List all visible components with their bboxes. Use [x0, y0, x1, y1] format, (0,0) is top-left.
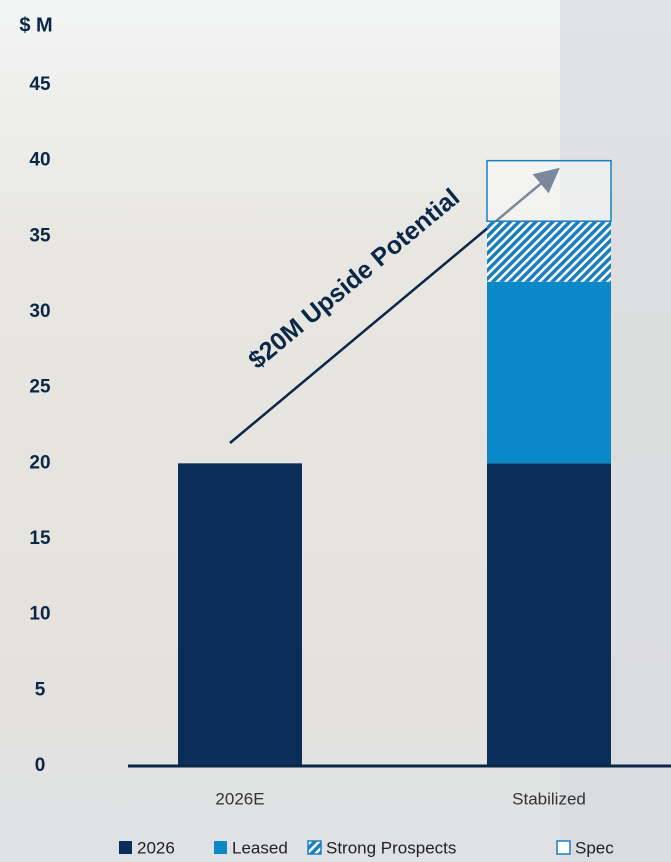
legend-label: Spec [575, 838, 614, 857]
x-tick-label: Stabilized [512, 789, 586, 808]
y-tick-label: 40 [29, 150, 50, 171]
y-tick-label: 20 [29, 452, 50, 473]
upside-arrow [229, 167, 560, 444]
bar-segment [487, 221, 611, 282]
legend-label: Leased [232, 838, 288, 857]
bar-segment [487, 463, 611, 766]
bar-segment [178, 463, 302, 766]
y-tick-label: 30 [29, 301, 50, 322]
legend-swatch [556, 840, 571, 855]
bar-segment [486, 159, 612, 222]
y-tick-label: 0 [35, 755, 46, 776]
legend-swatch [214, 841, 227, 854]
y-tick-label: 45 [29, 74, 51, 95]
legend-label: 2026 [137, 838, 175, 857]
bar-segment [487, 281, 611, 464]
y-tick-label: 15 [29, 528, 51, 549]
legend-label: Strong Prospects [326, 838, 456, 857]
y-tick-label: 5 [35, 679, 46, 700]
y-tick-label: 25 [29, 377, 51, 398]
legend-swatch [119, 841, 132, 854]
x-tick-label: 2026E [215, 789, 264, 808]
y-tick-label: 35 [29, 225, 51, 246]
y-tick-label: 10 [29, 604, 50, 625]
legend-swatch [307, 840, 322, 855]
y-axis-label: $ M [19, 14, 52, 36]
